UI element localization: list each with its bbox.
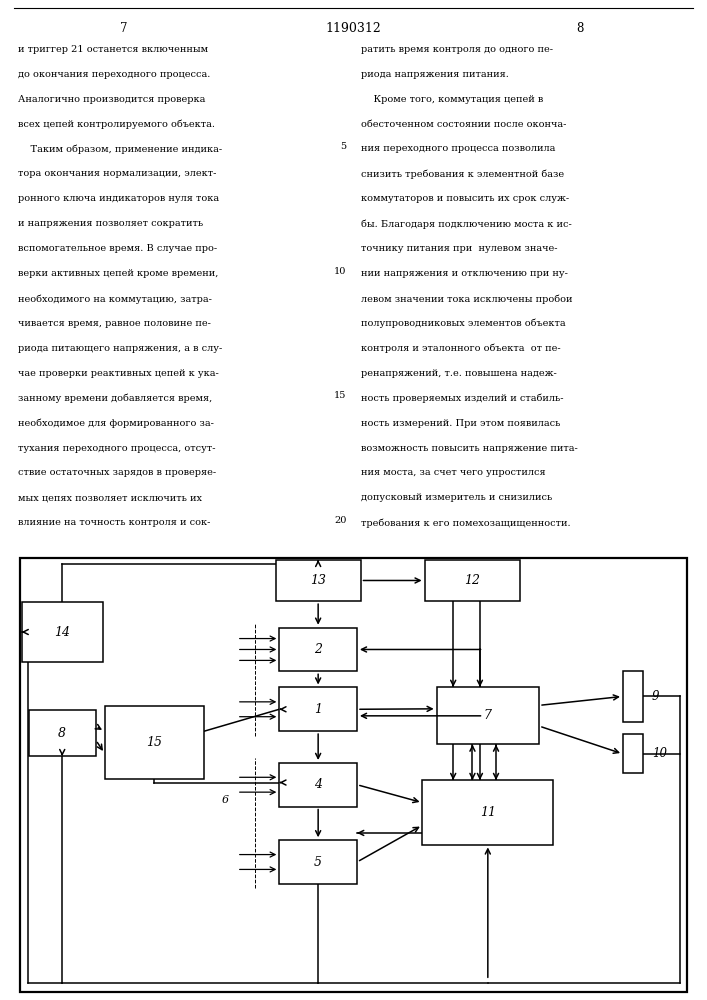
Text: бы. Благодаря подключению моста к ис-: бы. Благодаря подключению моста к ис- xyxy=(361,219,571,229)
Bar xyxy=(28,710,96,756)
Bar xyxy=(623,671,643,722)
Text: ния моста, за счет чего упростился: ния моста, за счет чего упростился xyxy=(361,468,545,477)
Text: 9: 9 xyxy=(652,690,660,703)
Text: 2: 2 xyxy=(314,643,322,656)
Text: необходимого на коммутацию, затра-: необходимого на коммутацию, затра- xyxy=(18,294,211,304)
Bar xyxy=(105,706,204,779)
Text: 10: 10 xyxy=(652,747,667,760)
Text: влияние на точность контроля и сок-: влияние на точность контроля и сок- xyxy=(18,518,210,527)
Text: ронного ключа индикаторов нуля тока: ронного ключа индикаторов нуля тока xyxy=(18,194,218,203)
Text: 15: 15 xyxy=(146,736,162,749)
Text: и триггер 21 останется включенным: и триггер 21 останется включенным xyxy=(18,45,208,54)
Text: 14: 14 xyxy=(54,626,70,639)
Text: Аналогично производится проверка: Аналогично производится проверка xyxy=(18,95,205,104)
Text: 5: 5 xyxy=(340,142,346,151)
Text: левом значении тока исключены пробои: левом значении тока исключены пробои xyxy=(361,294,572,304)
Text: возможность повысить напряжение пита-: возможность повысить напряжение пита- xyxy=(361,444,578,453)
Bar xyxy=(276,560,361,601)
Text: 13: 13 xyxy=(310,574,326,587)
Text: тухания переходного процесса, отсут-: тухания переходного процесса, отсут- xyxy=(18,444,215,453)
Text: чивается время, равное половине пе-: чивается время, равное половине пе- xyxy=(18,319,211,328)
Text: 4: 4 xyxy=(314,778,322,791)
Text: ность измерений. При этом появилась: ность измерений. При этом появилась xyxy=(361,419,560,428)
Text: контроля и эталонного объекта  от пе-: контроля и эталонного объекта от пе- xyxy=(361,344,560,353)
Bar xyxy=(424,560,520,601)
Text: вспомогательное время. В случае про-: вспомогательное время. В случае про- xyxy=(18,244,217,253)
Text: требования к его помехозащищенности.: требования к его помехозащищенности. xyxy=(361,518,570,528)
Text: ренапряжений, т.е. повышена надеж-: ренапряжений, т.е. повышена надеж- xyxy=(361,369,556,378)
Text: коммутаторов и повысить их срок служ-: коммутаторов и повысить их срок служ- xyxy=(361,194,568,203)
Text: 20: 20 xyxy=(334,516,346,525)
Text: ния переходного процесса позволила: ния переходного процесса позволила xyxy=(361,144,555,153)
Bar xyxy=(436,687,539,744)
Text: ность проверяемых изделий и стабиль-: ность проверяемых изделий и стабиль- xyxy=(361,394,563,403)
Text: мых цепях позволяет исключить их: мых цепях позволяет исключить их xyxy=(18,493,201,502)
Text: обесточенном состоянии после оконча-: обесточенном состоянии после оконча- xyxy=(361,120,566,129)
Text: допусковый измеритель и снизились: допусковый измеритель и снизились xyxy=(361,493,552,502)
Text: 7: 7 xyxy=(484,709,492,722)
Text: всех цепей контролируемого объекта.: всех цепей контролируемого объекта. xyxy=(18,120,215,129)
Text: 10: 10 xyxy=(334,267,346,276)
Bar xyxy=(279,687,357,731)
Text: риода питающего напряжения, а в слу-: риода питающего напряжения, а в слу- xyxy=(18,344,222,353)
Text: точнику питания при  нулевом значе-: точнику питания при нулевом значе- xyxy=(361,244,557,253)
Text: 1190312: 1190312 xyxy=(326,22,381,35)
Text: 6: 6 xyxy=(221,795,228,805)
Text: Таким образом, применение индика-: Таким образом, применение индика- xyxy=(18,144,222,154)
Text: 8: 8 xyxy=(576,22,583,35)
Bar xyxy=(422,780,553,845)
Bar xyxy=(279,628,357,671)
Text: 1: 1 xyxy=(314,703,322,716)
Text: занному времени добавляется время,: занному времени добавляется время, xyxy=(18,394,212,403)
Text: 15: 15 xyxy=(334,391,346,400)
Bar xyxy=(279,840,357,884)
Bar xyxy=(279,763,357,807)
Text: полупроводниковых элементов объекта: полупроводниковых элементов объекта xyxy=(361,319,565,328)
Text: 8: 8 xyxy=(58,727,66,740)
Text: до окончания переходного процесса.: до окончания переходного процесса. xyxy=(18,70,210,79)
Text: необходимое для формированного за-: необходимое для формированного за- xyxy=(18,419,214,428)
Text: снизить требования к элементной базе: снизить требования к элементной базе xyxy=(361,169,563,179)
Bar xyxy=(21,602,103,662)
Text: тора окончания нормализации, элект-: тора окончания нормализации, элект- xyxy=(18,169,216,178)
Text: чае проверки реактивных цепей к ука-: чае проверки реактивных цепей к ука- xyxy=(18,369,218,378)
Text: 12: 12 xyxy=(464,574,480,587)
Bar xyxy=(623,734,643,773)
Text: 5: 5 xyxy=(314,856,322,868)
Text: 7: 7 xyxy=(120,22,127,35)
Text: верки активных цепей кроме времени,: верки активных цепей кроме времени, xyxy=(18,269,218,278)
Text: Кроме того, коммутация цепей в: Кроме того, коммутация цепей в xyxy=(361,95,543,104)
Text: риода напряжения питания.: риода напряжения питания. xyxy=(361,70,508,79)
Text: и напряжения позволяет сократить: и напряжения позволяет сократить xyxy=(18,219,203,228)
Text: 11: 11 xyxy=(480,806,496,819)
Text: ствие остаточных зарядов в проверяе-: ствие остаточных зарядов в проверяе- xyxy=(18,468,216,477)
Text: нии напряжения и отключению при ну-: нии напряжения и отключению при ну- xyxy=(361,269,568,278)
Text: ратить время контроля до одного пе-: ратить время контроля до одного пе- xyxy=(361,45,553,54)
